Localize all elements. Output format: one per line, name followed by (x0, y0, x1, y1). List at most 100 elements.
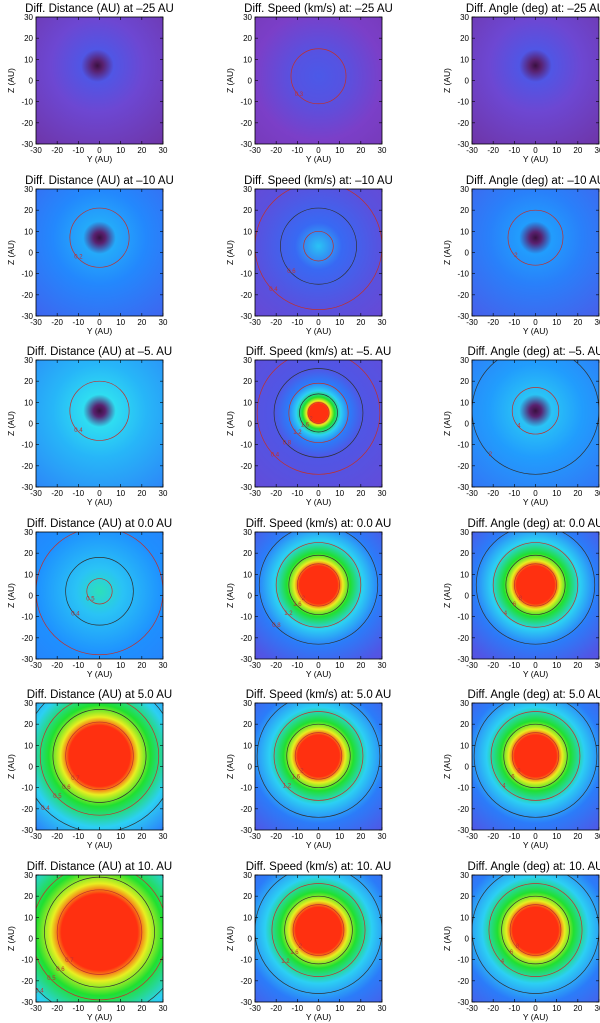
y-tick-label: -10 (21, 98, 33, 107)
y-tick-label: 20 (243, 206, 252, 215)
x-tick-label: -20 (51, 146, 63, 155)
panel-title: Diff. Distance (AU) at –10 AU (25, 175, 174, 187)
y-axis-label: Z (AU) (442, 68, 452, 93)
panel-title: Diff. Speed (km/s) at: –5. AU (246, 346, 392, 358)
y-tick-label: 30 (243, 699, 252, 708)
y-tick-label: -20 (240, 462, 252, 471)
x-tick-label: 20 (137, 146, 146, 155)
y-tick-label: 10 (460, 741, 469, 750)
y-axis-label: Z (AU) (6, 583, 16, 608)
heatmap-cells (36, 875, 163, 1002)
y-tick-label: -10 (21, 784, 33, 793)
x-tick-label: 0 (97, 318, 102, 327)
x-tick-label: -10 (509, 146, 521, 155)
x-axis-label: Y (AU) (306, 326, 332, 336)
y-tick-label: -10 (21, 956, 33, 965)
x-tick-label: 0 (316, 661, 321, 670)
contour-line (292, 904, 345, 956)
x-tick-label: 10 (552, 489, 561, 498)
x-tick-label: 0 (533, 318, 538, 327)
x-tick-label: 10 (552, 832, 561, 841)
heatmap-cells (472, 17, 599, 144)
x-tick-label: -20 (51, 1004, 63, 1013)
y-tick-label: 30 (243, 13, 252, 22)
panel-3: -30 -20 -10 0 10 20 30 -30 -20 -10 0 10 20 30 Y (AU) Z … (442, 3, 600, 164)
y-tick-label: -10 (457, 98, 469, 107)
x-tick-label: -20 (51, 489, 63, 498)
heatmap-cells (255, 532, 382, 659)
panel-1: -30 -20 -10 0 10 20 30 -30 -20 -10 0 10 20 30 Y (AU) Z … (6, 3, 174, 164)
contour-line (290, 48, 347, 105)
y-axis-label: Z (AU) (6, 754, 16, 779)
y-tick-label: -30 (240, 312, 252, 321)
y-tick-label: 10 (24, 570, 33, 579)
x-axis-label: Y (AU) (306, 154, 332, 164)
x-tick-label: 10 (335, 661, 344, 670)
x-tick-label: -20 (487, 832, 499, 841)
y-tick-label: -20 (457, 805, 469, 814)
y-tick-label: 0 (29, 935, 34, 944)
heatmap-field: 864 (472, 703, 599, 830)
y-tick-label: -20 (457, 634, 469, 643)
heatmap-field: 21.61.2 (255, 875, 382, 1002)
contour-line (513, 563, 558, 607)
contour-line (288, 382, 349, 443)
x-tick-label: -10 (292, 1004, 304, 1013)
y-tick-label: 30 (460, 871, 469, 880)
x-tick-label: 30 (378, 146, 387, 155)
y-tick-label: 30 (243, 185, 252, 194)
contour-label: 0.5 (86, 596, 95, 602)
x-tick-label: 10 (116, 146, 125, 155)
x-tick-label: 0 (533, 489, 538, 498)
x-tick-label: 10 (552, 661, 561, 670)
panel-title: Diff. Distance (AU) at –5. AU (27, 346, 173, 358)
contour-line (39, 703, 160, 816)
y-tick-label: 30 (24, 13, 33, 22)
y-tick-label: 10 (243, 570, 252, 579)
y-tick-label: -10 (21, 613, 33, 622)
x-tick-label: -10 (292, 318, 304, 327)
contour-line (273, 711, 364, 801)
x-tick-label: 0 (316, 832, 321, 841)
x-axis-label: Y (AU) (87, 497, 113, 507)
contour-line (273, 368, 364, 458)
y-tick-label: 10 (460, 227, 469, 236)
contour-label: 4 (501, 959, 505, 965)
x-tick-label: -10 (73, 661, 85, 670)
panel-14: 21.61.2-30 -20 -10 0 10 20 30-30-20-100102030Y… (225, 689, 391, 850)
y-tick-label: 0 (465, 935, 470, 944)
x-tick-label: 0 (97, 146, 102, 155)
x-tick-label: 30 (595, 489, 600, 498)
y-tick-label: 0 (29, 420, 34, 429)
heatmap-cells (472, 532, 599, 659)
heatmap-cells (255, 875, 382, 1002)
x-axis-label: Y (AU) (523, 154, 549, 164)
y-tick-label: 20 (460, 892, 469, 901)
x-tick-label: 10 (116, 489, 125, 498)
x-tick-label: -30 (249, 318, 261, 327)
heatmap-field: 0.70.60.50.4 (36, 875, 163, 1002)
x-tick-label: -20 (270, 661, 282, 670)
x-tick-label: -10 (509, 489, 521, 498)
y-tick-label: 30 (24, 528, 33, 537)
x-tick-label: 30 (595, 832, 600, 841)
y-tick-label: 0 (29, 592, 34, 601)
y-axis-label: Z (AU) (225, 411, 235, 436)
heatmap-field: 21.6 1.20.80.4 (255, 360, 382, 487)
y-tick-label: -30 (457, 655, 469, 664)
heatmap-cells (255, 703, 382, 830)
x-tick-label: 30 (159, 146, 168, 155)
y-tick-label: -20 (457, 462, 469, 471)
y-tick-label: -20 (21, 805, 33, 814)
heatmap-field: 21.61.2 (255, 703, 382, 830)
contour-line (307, 401, 330, 424)
x-tick-label: 20 (137, 489, 146, 498)
y-tick-label: 10 (24, 398, 33, 407)
y-tick-label: 10 (24, 55, 33, 64)
y-tick-label: -30 (240, 655, 252, 664)
panel-title: Diff. Speed (km/s) at: 5.0 AU (246, 689, 392, 701)
contour-label: 0.8 (283, 440, 292, 446)
x-tick-label: -10 (73, 489, 85, 498)
x-tick-label: -30 (249, 1004, 261, 1013)
y-tick-label: -30 (21, 312, 33, 321)
